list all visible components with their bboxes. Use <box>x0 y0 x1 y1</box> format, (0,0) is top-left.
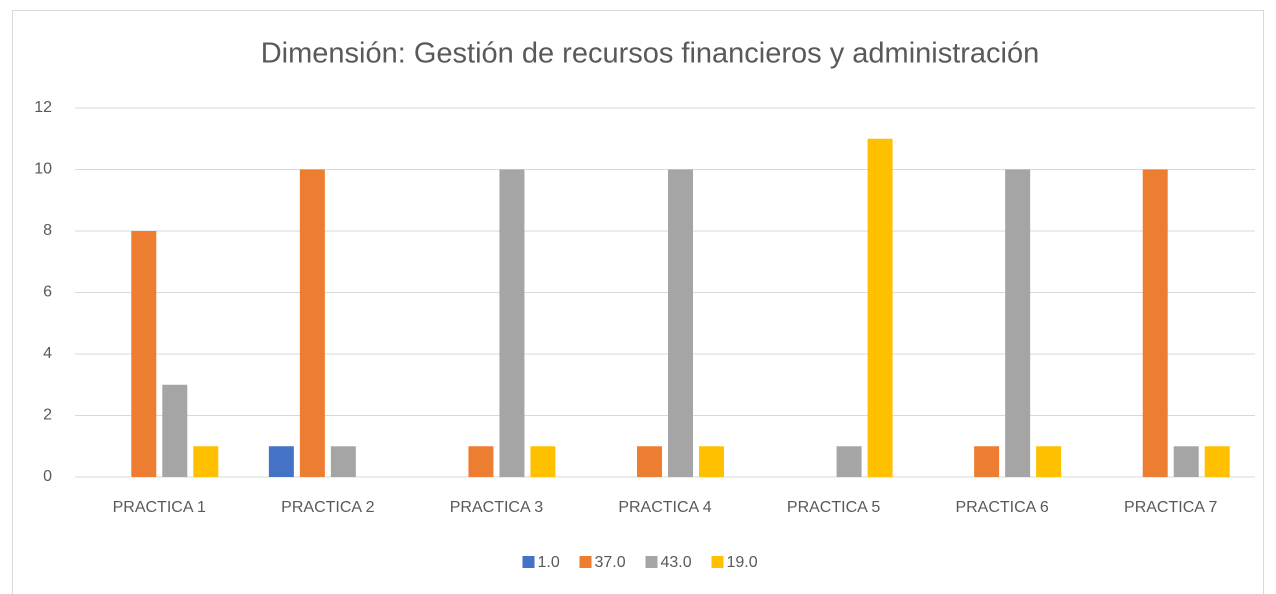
x-tick-label: PRACTICA 4 <box>618 499 711 516</box>
x-tick-label: PRACTICA 3 <box>450 499 543 516</box>
y-tick-label: 12 <box>34 99 52 116</box>
bar <box>299 169 325 477</box>
bar <box>836 446 862 477</box>
legend-swatch <box>579 556 592 568</box>
legend-swatch <box>711 556 724 568</box>
y-tick-label: 6 <box>43 284 52 301</box>
legend-swatch <box>522 556 535 568</box>
bar <box>867 138 893 477</box>
x-tick-label: PRACTICA 2 <box>281 499 374 516</box>
y-tick-label: 0 <box>43 468 52 485</box>
y-tick-label: 10 <box>34 161 52 178</box>
y-tick-label: 4 <box>43 345 52 362</box>
y-tick-label: 2 <box>43 407 52 424</box>
legend-label: 19.0 <box>727 554 758 571</box>
bar <box>193 446 219 477</box>
legend-label: 43.0 <box>661 554 692 571</box>
bar <box>468 446 494 477</box>
bar <box>131 231 157 477</box>
x-tick-label: PRACTICA 1 <box>113 499 206 516</box>
legend-label: 37.0 <box>595 554 626 571</box>
bar <box>699 446 724 477</box>
x-tick-label: PRACTICA 5 <box>787 499 880 516</box>
bar <box>162 384 188 477</box>
bar <box>1142 169 1168 477</box>
bar <box>974 446 1000 477</box>
x-tick-label: PRACTICA 7 <box>1124 499 1217 516</box>
bar <box>530 446 556 477</box>
bar <box>637 446 662 477</box>
bar <box>1204 446 1230 477</box>
bar <box>668 169 693 477</box>
bar <box>499 169 525 477</box>
bar <box>268 446 294 477</box>
bar <box>1036 446 1062 477</box>
x-tick-label: PRACTICA 6 <box>955 499 1048 516</box>
chart-title: Dimensión: Gestión de recursos financier… <box>261 38 1040 70</box>
bar <box>1005 169 1031 477</box>
legend-swatch <box>645 556 658 568</box>
legend-label: 1.0 <box>538 554 560 571</box>
y-tick-label: 8 <box>43 222 52 239</box>
bar <box>330 446 356 477</box>
bar <box>1173 446 1199 477</box>
